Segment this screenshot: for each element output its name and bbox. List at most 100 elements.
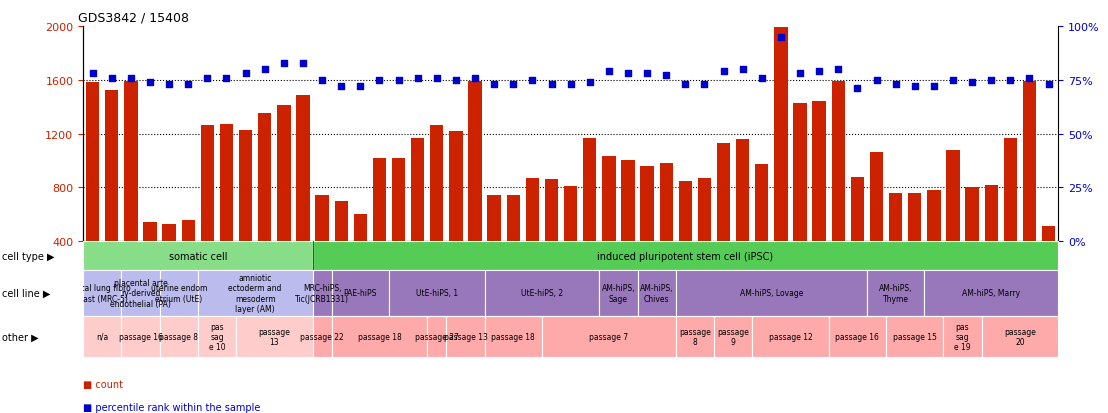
Text: pas
sag
e 19: pas sag e 19 — [954, 322, 971, 351]
Bar — [924, 242, 943, 318]
Point — [830, 66, 848, 73]
Bar — [428, 242, 447, 318]
Point — [581, 79, 598, 86]
Bar — [449, 131, 463, 295]
Text: MRC-hiPS,
Tic(JCRB1331): MRC-hiPS, Tic(JCRB1331) — [295, 284, 349, 303]
Point — [1039, 81, 1057, 88]
Bar — [866, 242, 886, 318]
Bar — [143, 223, 156, 295]
Point — [963, 79, 981, 86]
Bar — [1001, 242, 1019, 318]
Bar — [622, 161, 635, 295]
Point — [696, 81, 714, 88]
Point — [849, 86, 866, 93]
Bar — [484, 242, 504, 318]
Text: UtE-hiPS, 1: UtE-hiPS, 1 — [416, 289, 458, 298]
Bar — [599, 242, 618, 318]
Bar — [676, 271, 866, 316]
Point — [179, 81, 197, 88]
Bar — [909, 193, 922, 295]
Bar — [581, 242, 599, 318]
Point — [256, 66, 274, 73]
Bar — [924, 271, 1058, 316]
Bar — [312, 242, 331, 318]
Bar — [255, 242, 275, 318]
Point — [925, 84, 943, 90]
Bar — [428, 316, 447, 357]
Bar — [182, 220, 195, 295]
Text: AM-hiPS,
Sage: AM-hiPS, Sage — [602, 284, 635, 303]
Text: n/a: n/a — [96, 332, 109, 341]
Bar — [790, 242, 810, 318]
Bar — [943, 242, 963, 318]
Bar — [676, 242, 695, 318]
Point — [677, 81, 695, 88]
Text: passage 12: passage 12 — [769, 332, 812, 341]
Point — [543, 81, 561, 88]
Bar — [963, 242, 982, 318]
Bar — [219, 125, 233, 295]
Text: fetal lung fibro
blast (MRC-5): fetal lung fibro blast (MRC-5) — [74, 284, 131, 303]
Text: AM-hiPS,
Chives: AM-hiPS, Chives — [640, 284, 674, 303]
Text: passage 18: passage 18 — [358, 332, 401, 341]
Bar — [1004, 138, 1017, 295]
Bar — [564, 187, 577, 295]
Bar — [756, 165, 769, 295]
Bar — [141, 242, 160, 318]
Bar — [163, 224, 176, 295]
Text: passage 8: passage 8 — [160, 332, 198, 341]
Bar — [542, 316, 676, 357]
Bar — [599, 271, 637, 316]
Point — [886, 81, 904, 88]
Point — [237, 71, 255, 77]
Point — [810, 69, 828, 75]
Text: passage
20: passage 20 — [1004, 327, 1036, 346]
Bar — [1019, 242, 1039, 318]
Text: passage 27: passage 27 — [414, 332, 459, 341]
Point — [601, 69, 618, 75]
Point — [733, 66, 751, 73]
Point — [198, 75, 216, 82]
Text: passage 16: passage 16 — [119, 332, 163, 341]
Bar — [411, 139, 424, 295]
Point — [294, 60, 311, 66]
Text: passage 16: passage 16 — [835, 332, 880, 341]
Point — [390, 77, 408, 84]
Point — [447, 77, 464, 84]
Text: UtE-hiPS, 2: UtE-hiPS, 2 — [521, 289, 563, 298]
Bar — [870, 153, 883, 295]
Bar — [335, 201, 348, 295]
Bar — [561, 242, 581, 318]
Bar — [657, 242, 676, 318]
Point — [409, 75, 427, 82]
Bar — [714, 242, 733, 318]
Text: passage 15: passage 15 — [893, 332, 936, 341]
Text: induced pluripotent stem cell (iPSC): induced pluripotent stem cell (iPSC) — [597, 251, 773, 261]
Bar — [122, 271, 160, 316]
Point — [351, 84, 369, 90]
Bar — [525, 178, 540, 295]
Bar — [733, 242, 752, 318]
Bar — [258, 114, 271, 295]
Bar — [430, 126, 443, 295]
Point — [619, 71, 637, 77]
Bar — [236, 316, 312, 357]
Bar — [905, 242, 924, 318]
Text: other ▶: other ▶ — [2, 332, 39, 342]
Point — [791, 71, 809, 77]
Bar — [618, 242, 637, 318]
Point — [217, 75, 235, 82]
Bar — [83, 316, 122, 357]
Text: somatic cell: somatic cell — [168, 251, 227, 261]
Bar — [946, 150, 960, 295]
Text: PAE-hiPS: PAE-hiPS — [343, 289, 377, 298]
Point — [161, 81, 178, 88]
Bar — [198, 271, 312, 316]
Bar — [160, 271, 198, 316]
Bar — [832, 82, 845, 295]
Text: ■ count: ■ count — [83, 379, 123, 389]
Point — [485, 81, 503, 88]
Text: passage 18: passage 18 — [491, 332, 535, 341]
Bar — [465, 242, 484, 318]
Bar — [506, 196, 520, 295]
